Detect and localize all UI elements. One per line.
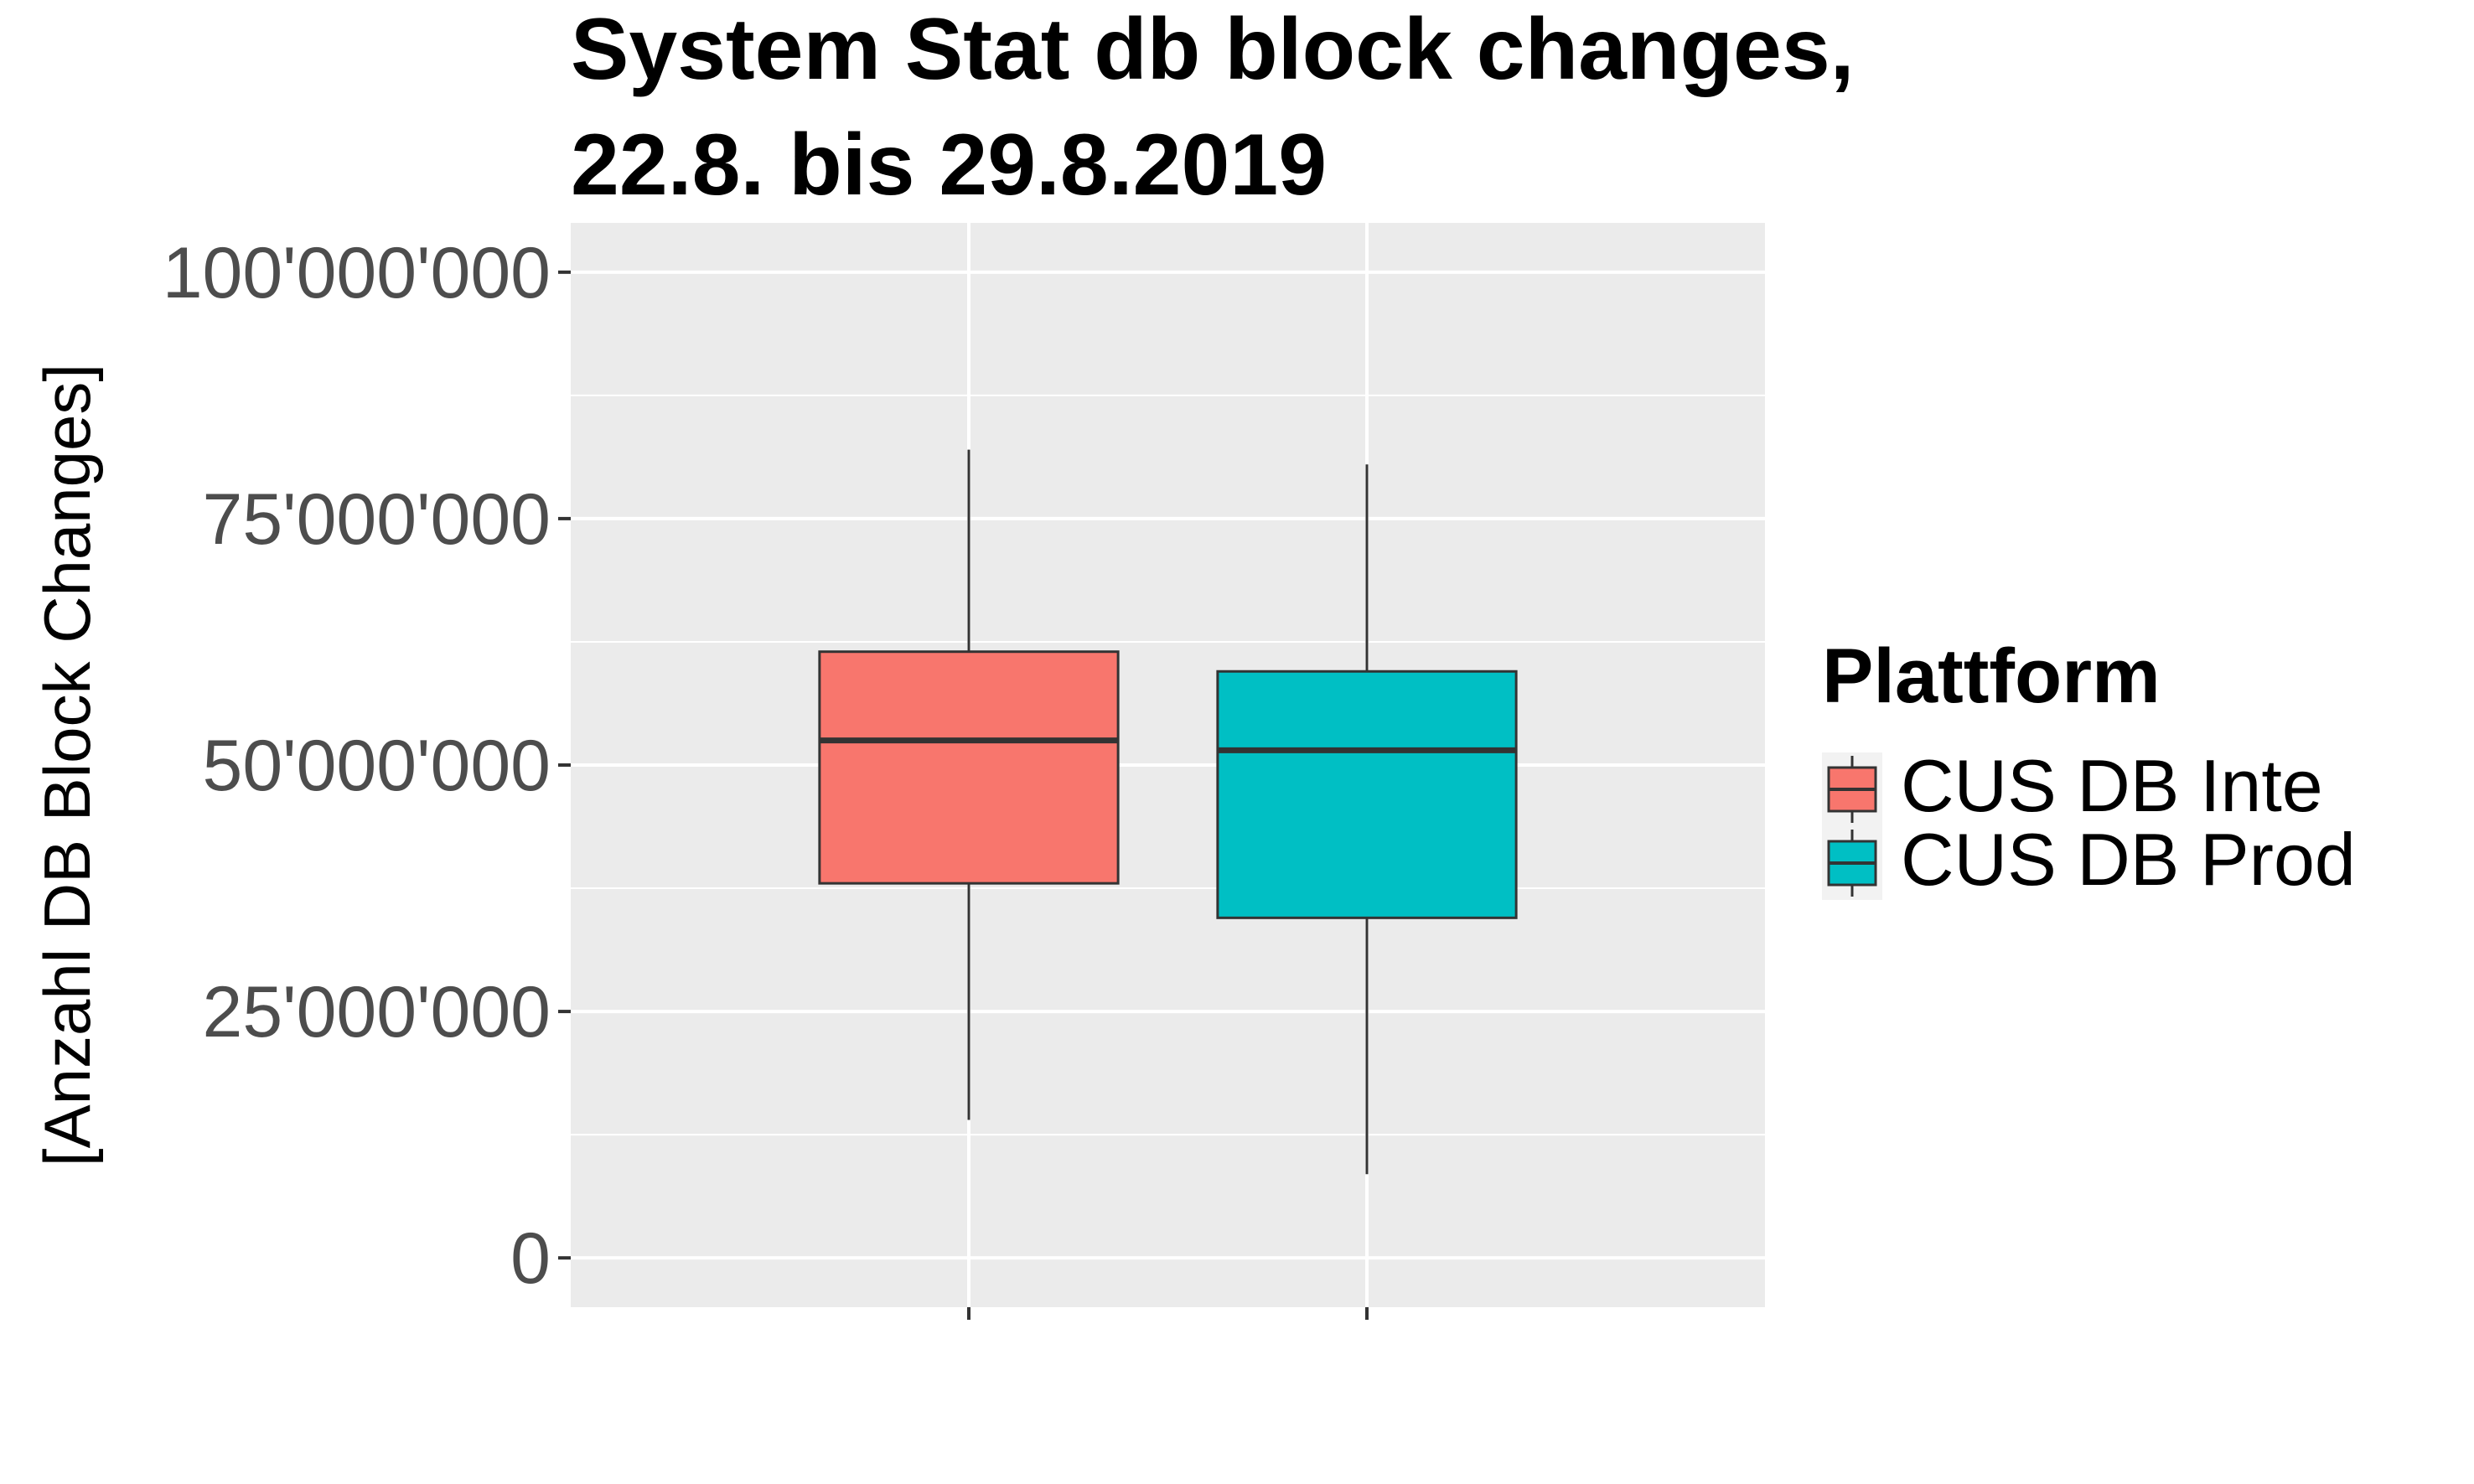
x-axis-ticks bbox=[967, 1307, 1369, 1320]
box-2 bbox=[1216, 464, 1518, 1175]
legend-item-2: CUS DB Prod bbox=[1822, 818, 2356, 901]
box-1 bbox=[818, 449, 1120, 1120]
y-tick-label: 100'000'000 bbox=[163, 233, 551, 313]
legend-label: CUS DB Inte bbox=[1901, 744, 2323, 827]
minor-gridlines bbox=[571, 394, 1765, 1136]
y-tick-label: 50'000'000 bbox=[203, 726, 551, 806]
chart-title: System Stat db block changes, 22.8. bis … bbox=[571, 1, 1855, 214]
legend-item-1: CUS DB Inte bbox=[1822, 744, 2323, 827]
y-tick-label: 25'000'000 bbox=[203, 972, 551, 1052]
legend-title: Plattform bbox=[1822, 633, 2161, 719]
y-axis-title: [Anzahl DB Block Changes] bbox=[30, 364, 104, 1166]
iqr-box bbox=[818, 650, 1120, 885]
chart-title-line-1: System Stat db block changes, bbox=[571, 1, 1855, 98]
iqr-box bbox=[1216, 670, 1518, 919]
chart-title-line-2: 22.8. bis 29.8.2019 bbox=[571, 116, 1327, 214]
legend-label: CUS DB Prod bbox=[1901, 818, 2356, 901]
y-tick-label: 75'000'000 bbox=[203, 479, 551, 560]
y-tick-label: 0 bbox=[510, 1218, 551, 1299]
y-axis: 0 25'000'000 50'000'000 75'000'000 100'000'0… bbox=[163, 233, 571, 1299]
boxes bbox=[818, 449, 1518, 1175]
